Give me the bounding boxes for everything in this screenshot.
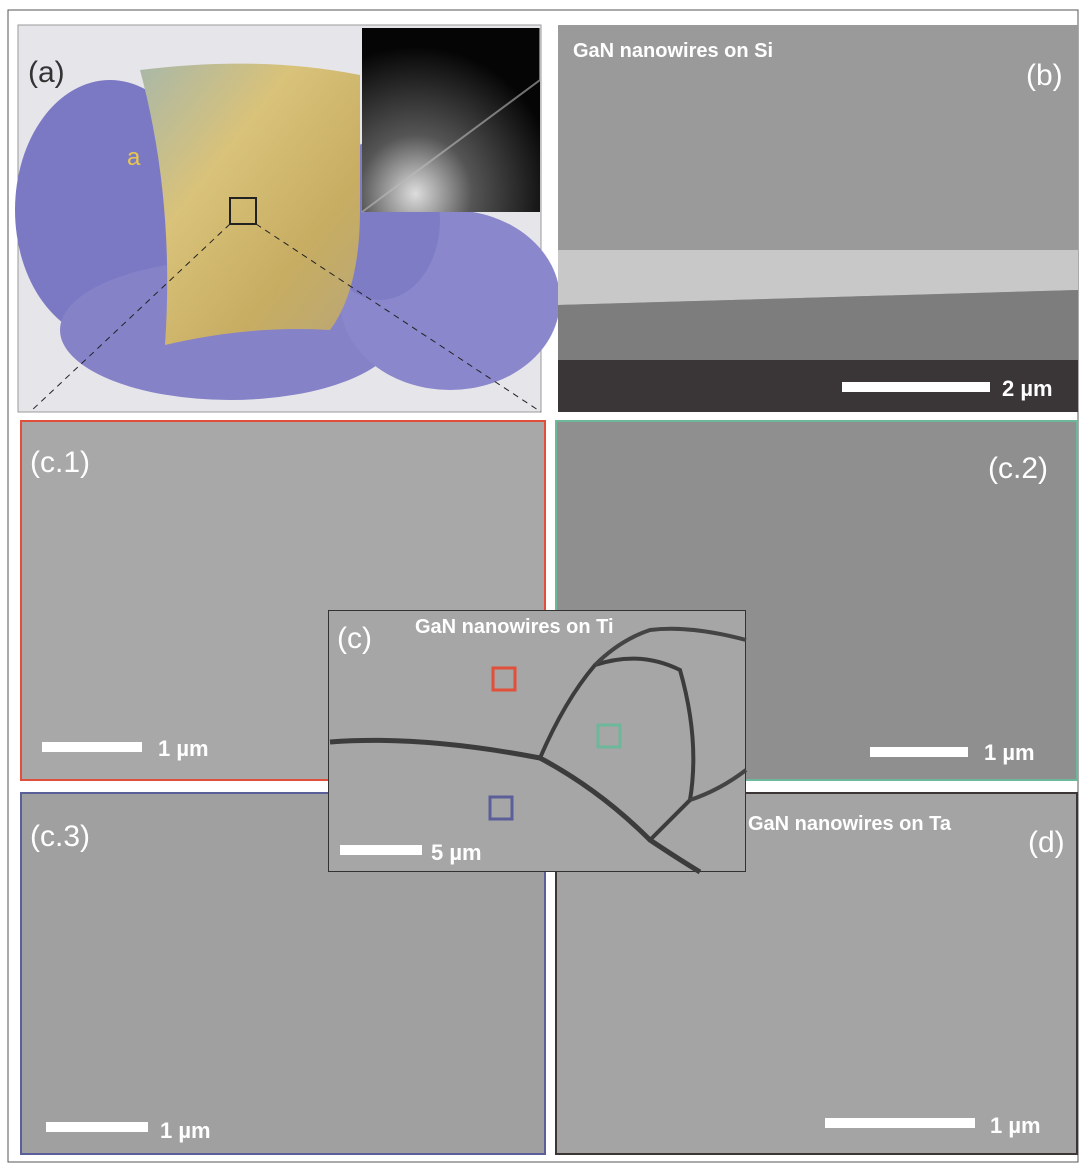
panel-label: (c) [337,622,372,655]
scale-bar-label: 1 µm [990,1113,1041,1138]
panel-c: (c) GaN nanowires on Ti 5 µm [328,610,746,872]
figure: (a) a GaN nanowires on Si (b) 2 µm (c.1)… [0,0,1081,1167]
scale-bar [340,845,422,855]
panel-title: GaN nanowires on Si [573,40,773,62]
panel-label: (a) [28,56,65,89]
panel-a: (a) a [15,25,560,412]
panel-label: (c.1) [30,446,90,479]
panel-label: (d) [1028,826,1065,859]
panel-label: (b) [1026,59,1063,92]
annotation: a [127,144,141,171]
scale-bar [825,1118,975,1128]
scale-bar [46,1122,148,1132]
scale-bar [42,742,142,752]
scale-bar [870,747,968,757]
scale-bar [842,382,990,392]
panel-title: GaN nanowires on Ti [415,616,614,638]
panel-label: (c.2) [988,452,1048,485]
panel-label: (c.3) [30,820,90,853]
scale-bar-label: 1 µm [984,740,1035,765]
panel-b: GaN nanowires on Si (b) 2 µm [558,25,1078,412]
scale-bar-label: 2 µm [1002,376,1053,401]
scale-bar-label: 5 µm [431,840,482,865]
scale-bar-label: 1 µm [160,1118,211,1143]
panel-title: GaN nanowires on Ta [748,813,952,835]
scale-bar-label: 1 µm [158,736,209,761]
